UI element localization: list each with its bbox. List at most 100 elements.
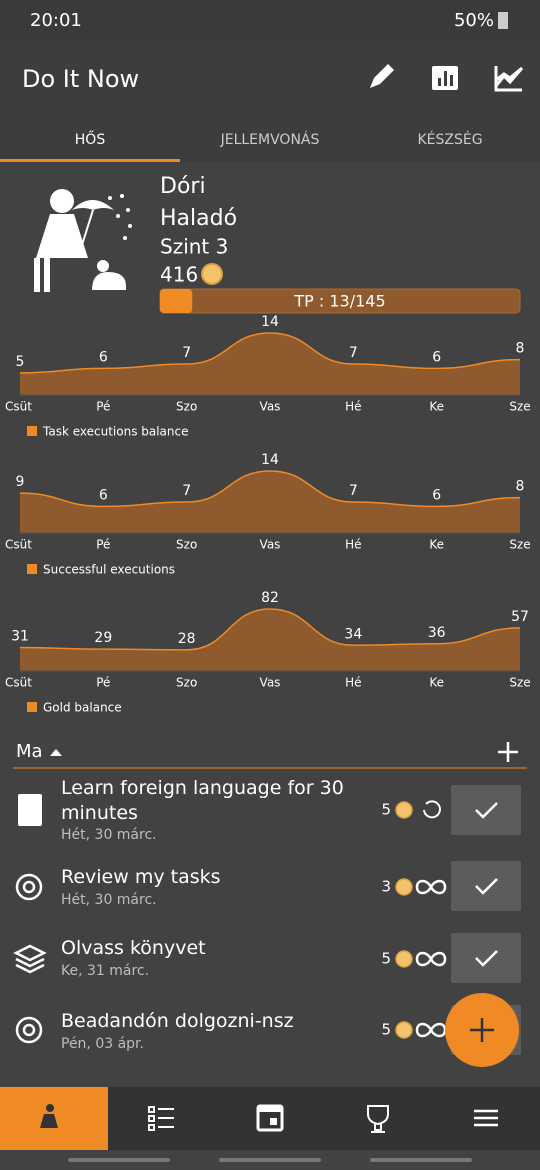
value-label: 7: [182, 345, 191, 361]
value-label: 14: [261, 452, 279, 468]
value-label: 36: [428, 625, 446, 641]
app-bar: [0, 40, 540, 162]
infinity-icon: [415, 951, 447, 967]
x-tick-label: Hé: [345, 400, 361, 414]
coin: [395, 801, 413, 819]
task-icon: [22, 1023, 36, 1037]
nav-list-icon[interactable]: [148, 1106, 174, 1131]
tab[interactable]: KÉSZSÉG: [417, 131, 482, 148]
x-tick-label: Hé: [345, 538, 361, 552]
task-icon: [22, 880, 36, 894]
check-button[interactable]: [451, 933, 521, 983]
task-title[interactable]: Olvass könyvet: [61, 937, 206, 959]
coin: [395, 878, 413, 896]
x-tick-label: Szo: [176, 538, 197, 552]
value-label: 7: [349, 345, 358, 361]
tab[interactable]: HŐS: [75, 130, 106, 148]
task-gold: 5: [381, 801, 391, 819]
task-title[interactable]: Beadandón dolgozni-nsz: [61, 1010, 294, 1032]
x-tick-label: Pé: [96, 538, 110, 552]
x-tick-label: Vas: [260, 538, 281, 552]
add-icon[interactable]: [498, 742, 518, 762]
task-icon: [13, 944, 47, 974]
x-tick-label: Ke: [429, 676, 444, 690]
infinity-icon: [415, 879, 447, 895]
hero-gold: 416: [160, 263, 198, 287]
line: [19, 332, 521, 374]
gesture-line: [370, 1158, 472, 1162]
nav-hero-icon: [40, 1104, 58, 1128]
check-icon: [475, 950, 498, 967]
legend-label: Task executions balance: [42, 425, 189, 439]
check-button[interactable]: [451, 785, 521, 835]
check-button[interactable]: [451, 1005, 521, 1055]
area: [20, 333, 520, 395]
legend-swatch: [27, 702, 37, 712]
value-label: 6: [99, 349, 108, 365]
area: [20, 471, 520, 533]
value-label: 14: [261, 314, 279, 330]
x-tick-label: Ke: [429, 400, 444, 414]
status-time: 20:01: [30, 10, 82, 31]
task-gold: 3: [381, 878, 391, 896]
task-title[interactable]: Learn foreign language for 30 minutes: [61, 777, 344, 824]
x-tick-label: Sze: [509, 676, 530, 690]
check-button[interactable]: [451, 861, 521, 911]
check-icon: [475, 878, 498, 895]
value-label: 8: [516, 479, 525, 495]
x-tick-label: Pé: [96, 676, 110, 690]
app-title: Do It Now: [22, 65, 139, 93]
legend-label: Successful executions: [43, 563, 175, 577]
task-date: Hét, 30 márc.: [61, 892, 157, 908]
x-tick-label: Sze: [509, 538, 530, 552]
gesture-line: [219, 1158, 321, 1162]
nav-calendar-icon[interactable]: [256, 1104, 284, 1132]
value-label: 7: [349, 483, 358, 499]
task-icon: [18, 794, 42, 826]
x-tick-label: Pé: [96, 400, 110, 414]
x-tick-label: Ke: [429, 538, 444, 552]
coin: [395, 950, 413, 968]
value-label: 6: [99, 487, 108, 503]
value-label: 31: [11, 629, 29, 645]
task-icon: [15, 873, 43, 901]
coin: [201, 263, 223, 285]
edit-icon[interactable]: [370, 64, 394, 88]
task-title[interactable]: Review my tasks: [61, 866, 221, 888]
x-tick-label: Csüt: [5, 400, 32, 414]
nav-menu-icon[interactable]: [474, 1109, 498, 1127]
battery-icon: [498, 12, 508, 29]
value-label: 8: [516, 341, 525, 357]
nav-trophy-icon[interactable]: [367, 1105, 389, 1133]
value-label: 6: [432, 487, 441, 503]
x-tick-label: Szo: [176, 676, 197, 690]
chart-icon[interactable]: [494, 66, 524, 92]
x-tick-label: Sze: [509, 400, 530, 414]
x-tick-label: Hé: [345, 676, 361, 690]
gesture-line: [68, 1158, 170, 1162]
x-tick-label: Vas: [260, 400, 281, 414]
task-date: Hét, 30 márc.: [61, 827, 157, 843]
task-icon: [15, 1016, 43, 1044]
hero-rank: Haladó: [160, 206, 237, 231]
task-date: Pén, 03 ápr.: [61, 1036, 144, 1052]
task-gold: 5: [381, 1021, 391, 1039]
status-battery: 50%: [454, 10, 494, 31]
status-bar: [0, 0, 540, 40]
legend-swatch: [27, 564, 37, 574]
stats-icon[interactable]: [432, 66, 458, 90]
collapse-icon[interactable]: [50, 749, 62, 756]
hero-avatar: [34, 189, 132, 292]
value-label: 29: [94, 630, 112, 646]
line: [19, 608, 521, 651]
x-tick-label: Csüt: [5, 538, 32, 552]
line: [19, 470, 521, 508]
task-gold: 5: [381, 950, 391, 968]
value-label: 28: [178, 631, 196, 647]
repeat-icon: [423, 800, 441, 819]
tab[interactable]: JELLEMVONÁS: [220, 131, 320, 148]
infinity-icon: [415, 1022, 447, 1038]
tab-indicator: [0, 159, 180, 162]
